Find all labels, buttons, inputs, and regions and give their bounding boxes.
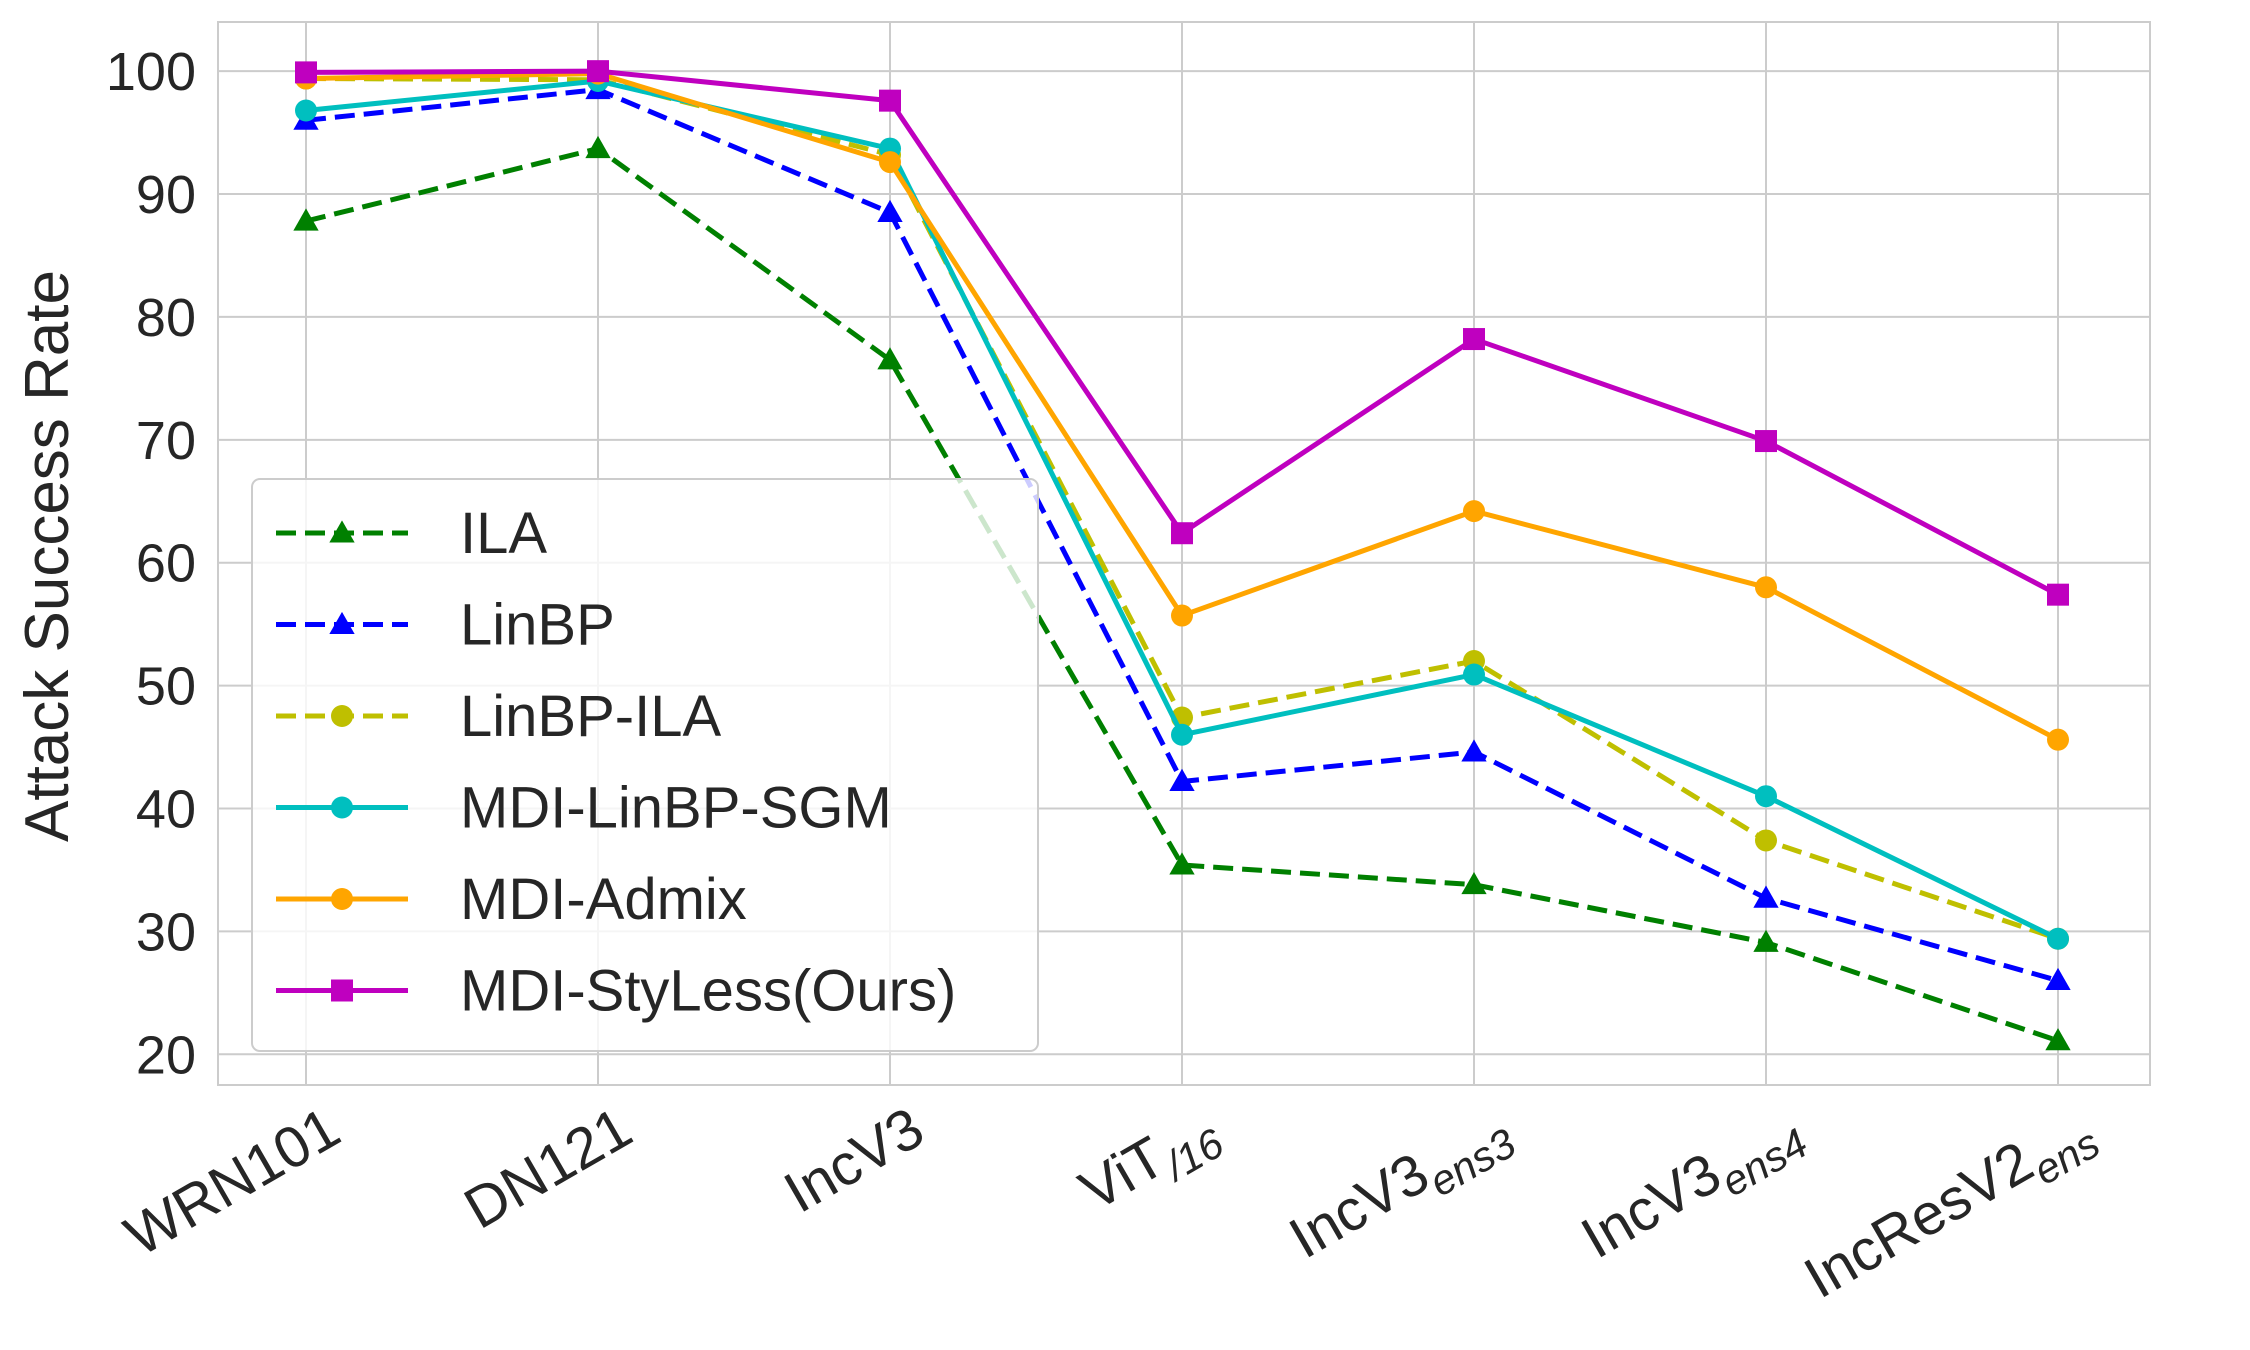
legend-box	[251, 478, 1039, 1052]
y-tick-labels: 20 30 40 50 60 70 80 90 100	[106, 42, 196, 1085]
legend-item-mdi-linbp-sgm: MDI-LinBP-SGM	[276, 776, 892, 841]
data-point-mdi-styless-ours	[1171, 522, 1193, 545]
y-tick-label: 20	[136, 1025, 196, 1085]
data-point-mdi-styless-ours	[1755, 430, 1777, 453]
y-tick-label: 30	[136, 902, 196, 962]
data-point-ila	[293, 208, 319, 231]
legend-label: MDI-Admix	[460, 867, 747, 932]
data-point-mdi-styless-ours	[295, 61, 317, 84]
x-tick-label-wrn101: WRN101	[114, 1095, 350, 1269]
data-point-mdi-admix	[2047, 728, 2069, 751]
y-tick-label: 70	[136, 411, 196, 471]
y-tick-label: 60	[136, 534, 196, 594]
y-axis-label: Attack Success Rate	[13, 270, 82, 842]
legend-label: LinBP-ILA	[460, 684, 721, 749]
data-point-ila	[2045, 1028, 2071, 1051]
data-point-linbp	[1753, 885, 1779, 908]
data-point-mdi-linbp-sgm	[2047, 927, 2069, 950]
data-point-mdi-admix	[1463, 500, 1485, 523]
series-group	[293, 60, 2071, 1051]
data-point-ila	[1461, 872, 1487, 895]
y-tick-label: 40	[136, 779, 196, 839]
y-tick-label: 100	[106, 42, 196, 102]
data-point-mdi-admix	[879, 151, 901, 174]
legend-marker	[331, 888, 353, 910]
legend-item-mdi-admix: MDI-Admix	[276, 867, 747, 932]
x-tick-label-incv3: IncV3	[774, 1095, 935, 1225]
y-tick-label: 80	[136, 288, 196, 348]
data-point-ila	[1169, 852, 1195, 875]
legend-marker	[329, 520, 355, 543]
data-point-mdi-styless-ours	[587, 60, 609, 83]
legend-label: MDI-StyLess(Ours)	[460, 959, 956, 1024]
data-point-ila	[1753, 929, 1779, 952]
x-tick-label-vit-16: ViT/16	[1069, 1095, 1232, 1232]
legend-marker	[329, 611, 355, 634]
x-tick-label-subscript: ens4	[1713, 1119, 1815, 1205]
x-tick-label-base: DN121	[454, 1095, 643, 1242]
legend-item-ila: ILA	[276, 501, 547, 566]
y-tick-label: 90	[136, 165, 196, 225]
legend: ILA LinBP LinBP-ILA MDI-LinBP-SGM MDI-Admix M…	[251, 478, 1039, 1052]
data-point-mdi-styless-ours	[2047, 583, 2069, 606]
data-point-linbp-ila	[1755, 829, 1777, 852]
data-point-linbp	[2045, 967, 2071, 991]
legend-label: ILA	[460, 501, 547, 566]
data-point-ila	[877, 347, 903, 370]
x-tick-label-incv3ens4: IncV3ens4	[1571, 1095, 1816, 1280]
x-tick-label-base: IncV3	[1571, 1141, 1732, 1271]
legend-label: MDI-LinBP-SGM	[460, 776, 892, 841]
x-tick-label-base: WRN101	[114, 1095, 350, 1269]
data-point-ila	[585, 135, 611, 159]
series-ila	[293, 135, 2071, 1051]
x-tick-label-incv3ens3: IncV3ens3	[1279, 1095, 1524, 1280]
grid-lines	[218, 22, 2150, 1085]
x-tick-labels: WRN101 DN121 IncV3 ViT/16 IncV3ens3 IncV3ens4…	[114, 1095, 2108, 1320]
data-point-mdi-linbp-sgm	[1171, 723, 1193, 746]
legend-marker	[331, 796, 353, 819]
legend-marker	[331, 705, 353, 727]
x-tick-label-base: IncV3	[1279, 1141, 1440, 1271]
data-point-mdi-admix	[1755, 576, 1777, 599]
data-point-mdi-linbp-sgm	[1463, 663, 1485, 686]
series-mdi-styless-ours	[295, 60, 2069, 606]
x-tick-label-base: ViT	[1069, 1124, 1176, 1223]
data-point-mdi-styless-ours	[1463, 328, 1485, 351]
legend-item-linbp-ila: LinBP-ILA	[276, 684, 721, 749]
data-point-mdi-linbp-sgm	[295, 99, 317, 122]
data-point-linbp	[877, 199, 903, 222]
data-point-mdi-linbp-sgm	[1755, 785, 1777, 808]
plot-frame	[217, 21, 2151, 1086]
data-point-linbp	[1461, 739, 1487, 762]
x-tick-label-dn121: DN121	[454, 1095, 643, 1242]
x-tick-label-base: IncResV2	[1794, 1129, 2044, 1311]
data-point-mdi-styless-ours	[879, 89, 901, 112]
legend-marker	[331, 979, 353, 1002]
legend-item-linbp: LinBP	[276, 593, 615, 658]
data-point-linbp	[1169, 768, 1195, 791]
y-tick-label: 50	[136, 657, 196, 717]
data-point-mdi-admix	[1171, 604, 1193, 627]
x-tick-label-subscript: ens3	[1421, 1119, 1523, 1205]
legend-label: LinBP	[460, 593, 615, 658]
x-tick-label-incresv2ens: IncResV2ens	[1794, 1095, 2108, 1320]
legend-item-mdi-styless-ours: MDI-StyLess(Ours)	[276, 959, 956, 1024]
x-tick-label-base: IncV3	[774, 1095, 935, 1225]
